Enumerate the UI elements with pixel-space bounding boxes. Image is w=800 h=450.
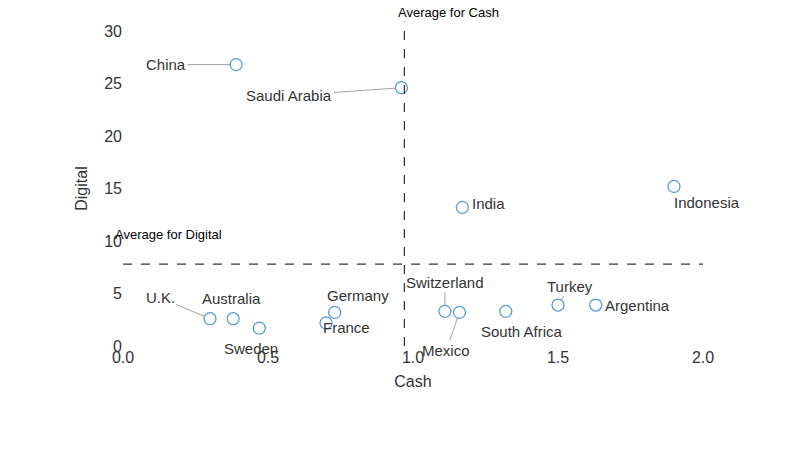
svg-text:2.0: 2.0 bbox=[692, 349, 714, 366]
svg-text:0.5: 0.5 bbox=[257, 349, 279, 366]
svg-text:1.0: 1.0 bbox=[402, 349, 424, 366]
svg-text:1.5: 1.5 bbox=[547, 349, 569, 366]
svg-text:Argentina: Argentina bbox=[605, 297, 670, 314]
svg-text:5: 5 bbox=[113, 285, 122, 302]
svg-text:U.K.: U.K. bbox=[146, 289, 175, 306]
svg-text:0: 0 bbox=[113, 338, 122, 355]
svg-text:Indonesia: Indonesia bbox=[674, 194, 740, 211]
svg-text:10: 10 bbox=[104, 233, 122, 250]
svg-text:Digital: Digital bbox=[73, 166, 90, 210]
svg-text:Mexico: Mexico bbox=[422, 342, 470, 359]
svg-text:Switzerland: Switzerland bbox=[406, 274, 484, 291]
svg-text:Cash: Cash bbox=[394, 373, 431, 390]
svg-text:South Africa: South Africa bbox=[481, 323, 563, 340]
svg-text:France: France bbox=[323, 319, 370, 336]
svg-text:India: India bbox=[472, 195, 505, 212]
svg-text:Australia: Australia bbox=[202, 290, 261, 307]
svg-text:0.0: 0.0 bbox=[112, 349, 134, 366]
svg-text:15: 15 bbox=[104, 180, 122, 197]
svg-text:Average for Digital: Average for Digital bbox=[115, 227, 222, 242]
svg-text:Sweden: Sweden bbox=[224, 340, 278, 357]
svg-text:China: China bbox=[146, 56, 186, 73]
svg-text:Germany: Germany bbox=[327, 287, 389, 304]
svg-text:20: 20 bbox=[104, 128, 122, 145]
svg-text:Saudi Arabia: Saudi Arabia bbox=[246, 87, 332, 104]
svg-text:30: 30 bbox=[104, 23, 122, 40]
svg-text:Average for Cash: Average for Cash bbox=[398, 5, 499, 20]
svg-text:25: 25 bbox=[104, 75, 122, 92]
svg-text:Turkey: Turkey bbox=[547, 278, 593, 295]
